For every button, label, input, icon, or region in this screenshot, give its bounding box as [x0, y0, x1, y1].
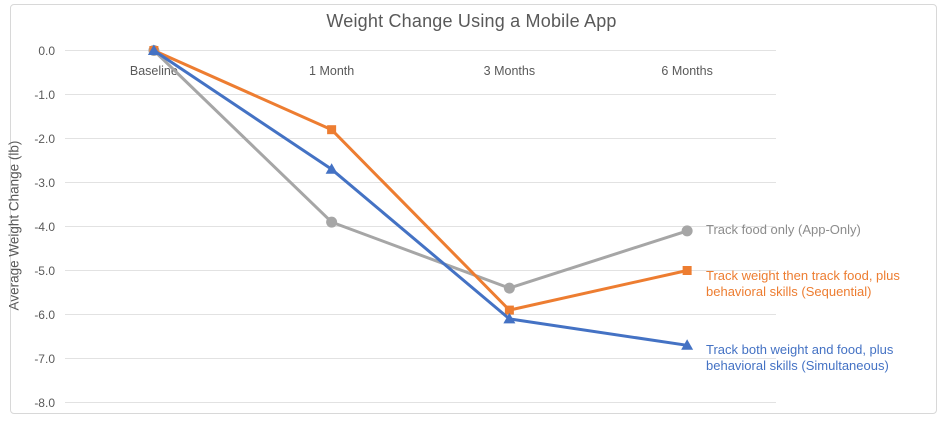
x-tick-label: 1 Month: [309, 64, 354, 78]
y-tick-label: -6.0: [34, 308, 55, 322]
y-tick-label: -8.0: [34, 396, 55, 410]
series-label-line: Track weight then track food, plus: [706, 267, 900, 283]
y-tick-label: -2.0: [34, 132, 55, 146]
x-tick-label: 6 Months: [661, 64, 712, 78]
series-line-2: [152, 49, 689, 347]
y-tick-label: -1.0: [34, 88, 55, 102]
y-tick-label: -5.0: [34, 264, 55, 278]
series-label-line: behavioral skills (Simultaneous): [706, 358, 889, 374]
data-point-marker: [327, 125, 337, 135]
data-point-marker: [681, 225, 693, 237]
y-tick-label: -7.0: [34, 352, 55, 366]
data-point-marker: [503, 282, 515, 294]
data-point-marker: [147, 44, 160, 55]
series-line-1: [152, 49, 689, 312]
x-tick-label: 3 Months: [484, 64, 535, 78]
chart-border: [10, 4, 937, 414]
data-point-marker: [504, 305, 514, 315]
series-label-2: Track both weight and food, plus behavior…: [706, 342, 893, 374]
data-point-marker: [325, 163, 338, 174]
data-point-marker: [681, 339, 694, 350]
y-tick-label: -3.0: [34, 176, 55, 190]
series-label-line: behavioral skills (Sequential): [706, 283, 872, 299]
y-tick-label: 0.0: [38, 44, 55, 58]
data-point-marker: [682, 266, 692, 275]
chart-title: Weight Change Using a Mobile App: [326, 11, 617, 31]
x-tick-label: Baseline: [130, 64, 178, 78]
series-label-1: Track weight then track food, plus behavi…: [706, 268, 900, 300]
series-label-line: Track food only (App-Only): [706, 221, 861, 237]
data-point-marker: [503, 312, 516, 324]
series-line-0: [152, 49, 689, 290]
data-point-marker: [326, 216, 338, 228]
series-label-0: Track food only (App-Only): [706, 222, 861, 238]
series-label-line: Track both weight and food, plus: [706, 342, 894, 358]
y-tick-label: -4.0: [34, 220, 55, 234]
